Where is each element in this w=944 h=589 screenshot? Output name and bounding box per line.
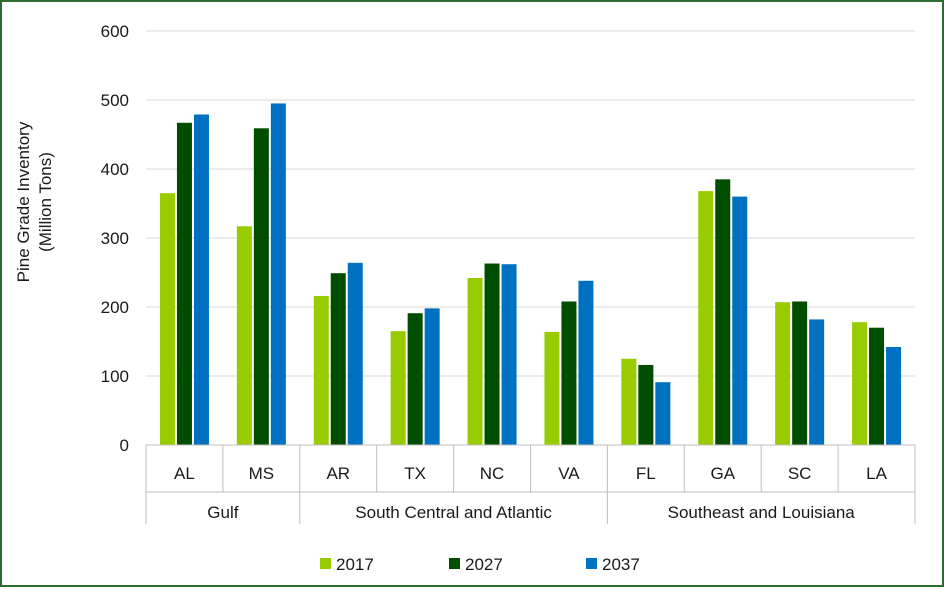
y-tick-label: 0 <box>120 436 129 455</box>
bar-nc-2017 <box>467 278 483 445</box>
bar-al-2037 <box>193 114 209 446</box>
bar-ga-2017 <box>698 191 714 445</box>
x-category-label: FL <box>636 464 656 483</box>
y-axis-title-line2: (Million Tons) <box>36 152 55 252</box>
x-category-label: MS <box>249 464 275 483</box>
bar-fl-2037 <box>655 382 671 445</box>
bar-ga-2027 <box>715 179 731 445</box>
axes: 0 100 200 300 400 500 600 AL MS AR TX NC VA FL GA SC LA G… <box>101 22 916 524</box>
bar-fl-2017 <box>621 358 637 445</box>
legend-swatch-2027 <box>449 558 460 569</box>
bar-tx-2017 <box>390 331 406 445</box>
bar-va-2027 <box>561 301 577 445</box>
bar-nc-2027 <box>484 263 500 445</box>
legend-label: 2037 <box>602 555 640 574</box>
group-label: Gulf <box>207 503 238 522</box>
bar-la-2037 <box>886 347 902 445</box>
bar-ms-2037 <box>270 103 286 445</box>
bar-la-2027 <box>869 327 885 445</box>
bar-sc-2017 <box>775 302 791 445</box>
bar-al-2017 <box>159 193 175 445</box>
y-tick-label: 600 <box>101 22 129 41</box>
bar-nc-2037 <box>501 264 517 445</box>
bar-la-2017 <box>852 322 868 445</box>
x-category-label: AR <box>326 464 350 483</box>
x-category-label: NC <box>480 464 505 483</box>
y-axis-title-line1: Pine Grade Inventory <box>14 121 33 282</box>
y-tick-label: 100 <box>101 367 129 386</box>
bar-al-2027 <box>176 122 192 446</box>
bar-tx-2037 <box>424 308 440 445</box>
x-category-label: TX <box>404 464 426 483</box>
bar-sc-2037 <box>809 319 825 445</box>
bar-va-2037 <box>578 280 594 445</box>
bar-ms-2017 <box>236 226 252 445</box>
y-tick-label: 400 <box>101 160 129 179</box>
legend: 2017 2027 2037 <box>320 555 640 574</box>
y-tick-label: 200 <box>101 298 129 317</box>
x-category-label: GA <box>710 464 735 483</box>
bar-ar-2027 <box>330 273 346 445</box>
x-category-label: VA <box>558 464 580 483</box>
legend-label: 2017 <box>336 555 374 574</box>
x-category-label: LA <box>866 464 887 483</box>
bar-va-2017 <box>544 331 560 445</box>
bar-ms-2027 <box>253 128 269 445</box>
bar-ar-2037 <box>347 262 363 445</box>
x-category-label: AL <box>174 464 195 483</box>
bars <box>159 103 902 446</box>
legend-label: 2027 <box>465 555 503 574</box>
bar-sc-2027 <box>792 301 808 445</box>
bar-ar-2017 <box>313 295 329 445</box>
group-label: Southeast and Louisiana <box>668 503 856 522</box>
group-label: South Central and Atlantic <box>355 503 552 522</box>
bar-fl-2027 <box>638 364 654 445</box>
legend-swatch-2037 <box>586 558 597 569</box>
bar-tx-2027 <box>407 313 423 445</box>
y-tick-label: 500 <box>101 91 129 110</box>
x-category-label: SC <box>788 464 812 483</box>
y-tick-label: 300 <box>101 229 129 248</box>
bar-ga-2037 <box>732 196 748 445</box>
legend-swatch-2017 <box>320 558 331 569</box>
